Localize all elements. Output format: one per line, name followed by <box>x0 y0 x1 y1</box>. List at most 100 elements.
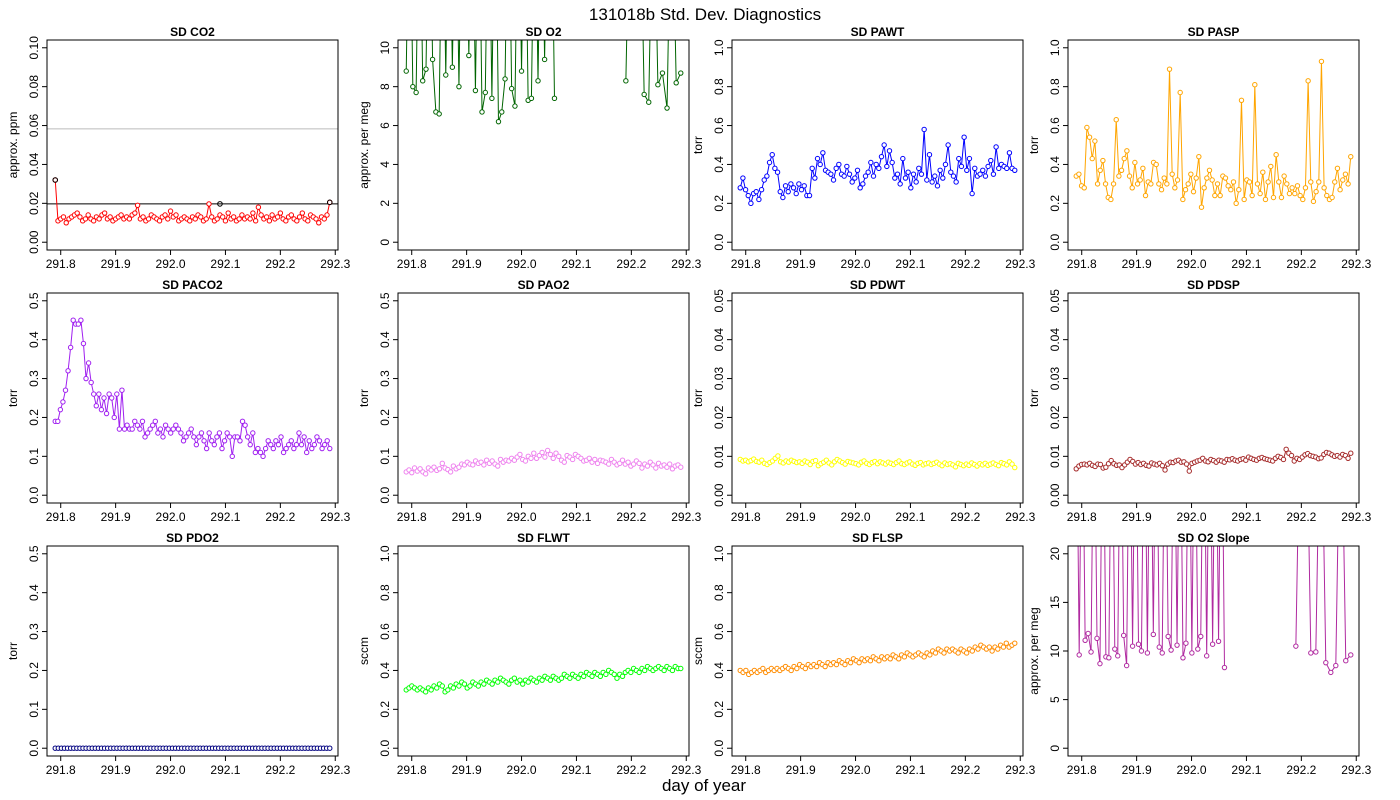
y-tick-label: 0.02 <box>27 191 41 215</box>
data-point <box>293 441 300 448</box>
data-point <box>865 169 871 175</box>
data-point <box>1204 175 1210 181</box>
data-point <box>111 414 117 421</box>
data-point <box>1329 194 1335 201</box>
data-point <box>489 681 495 687</box>
data-point <box>760 665 766 672</box>
data-point <box>1133 357 1137 361</box>
y-tick-label: 10 <box>1048 644 1062 658</box>
data-point <box>244 434 251 440</box>
data-point <box>867 658 874 664</box>
data-point <box>813 663 820 670</box>
data-point <box>801 183 807 189</box>
data-point <box>678 665 684 672</box>
data-point <box>1281 173 1287 179</box>
data-point <box>1121 155 1127 162</box>
panel-sd-pdo2: SD PDO2 torr 291.8 291.9 292.0 292.1 292.2 292.… <box>6 531 351 777</box>
panel-sd-o2: SD O2 approx. per meg 291.8 291.9 292.0 292.1… <box>357 25 702 271</box>
data-point <box>950 173 957 179</box>
data-point <box>1265 179 1271 185</box>
data-point <box>986 644 992 650</box>
data-point <box>1236 187 1242 193</box>
data-point <box>1183 461 1190 467</box>
data-point <box>116 426 123 432</box>
data-point <box>1086 134 1093 140</box>
data-point <box>227 434 233 440</box>
panel-sd-pdsp: SD PDSP torr 291.8 291.9 292.0 292.1 292.2 292.… <box>1027 278 1372 524</box>
plot-frame <box>397 545 690 757</box>
x-tick-label: 291.9 <box>101 510 131 524</box>
x-tick-label: 292.2 <box>265 763 295 777</box>
data-point <box>270 445 277 452</box>
data-point <box>1345 455 1351 461</box>
data-point <box>203 445 210 452</box>
data-point <box>147 426 153 432</box>
data-point <box>531 450 537 456</box>
data-point <box>1193 357 1197 361</box>
x-tick-label: 292.1 <box>210 257 240 271</box>
data-point <box>75 321 82 327</box>
data-point <box>1280 456 1287 463</box>
x-tick-label: 292.1 <box>895 257 925 271</box>
x-tick-label: 292.3 <box>320 257 350 271</box>
data-point <box>445 687 451 693</box>
data-point <box>758 187 765 193</box>
panel-title: SD PACO2 <box>162 278 223 292</box>
data-point <box>678 70 684 76</box>
data-point <box>306 438 312 444</box>
data-point <box>499 109 505 115</box>
data-point <box>847 659 854 666</box>
data-point <box>327 445 333 452</box>
data-point <box>1334 165 1341 172</box>
data-point <box>327 745 333 751</box>
x-tick-label: 292.0 <box>841 763 871 777</box>
data-point <box>239 212 245 218</box>
panel-sd-o2-slope: SD O2 Slope approx. per meg 291.8 291.9 292.… <box>1027 357 1372 777</box>
plot-frame <box>1067 292 1360 504</box>
data-point <box>321 441 328 448</box>
data-point <box>283 445 289 452</box>
data-point <box>586 455 592 461</box>
data-point <box>286 441 292 448</box>
data-point <box>539 449 545 456</box>
data-point <box>456 683 462 689</box>
x-tick-label: 292.2 <box>950 763 980 777</box>
data-point <box>269 212 275 218</box>
y-tick-label: 2 <box>378 200 392 207</box>
data-point <box>1196 153 1202 160</box>
data-point <box>1129 643 1136 649</box>
y-axis-label: torr <box>1027 389 1041 407</box>
data-point <box>1273 152 1279 158</box>
data-point <box>822 663 828 670</box>
data-point <box>60 214 67 220</box>
y-tick-label: 10 <box>378 41 392 55</box>
data-point <box>1126 173 1133 179</box>
x-tick-label: 292.2 <box>950 510 980 524</box>
data-point <box>918 171 925 177</box>
data-point <box>913 179 919 185</box>
data-point <box>420 78 426 84</box>
data-point <box>1198 633 1204 640</box>
data-point <box>589 673 595 679</box>
data-point <box>236 216 242 222</box>
data-point <box>101 210 108 216</box>
data-point <box>466 52 472 59</box>
data-point <box>511 675 518 681</box>
data-point <box>126 216 133 222</box>
data-point <box>1094 635 1100 642</box>
y-tick-label: 0.5 <box>27 545 41 562</box>
data-point <box>132 210 138 216</box>
data-point <box>1289 185 1295 191</box>
data-point <box>1187 357 1191 361</box>
y-tick-label: 0.4 <box>378 331 392 348</box>
data-point <box>1127 357 1131 361</box>
data-point <box>247 216 253 222</box>
x-tick-label: 292.1 <box>1231 763 1261 777</box>
data-point <box>57 406 64 413</box>
data-point <box>198 430 205 436</box>
data-point <box>929 179 935 185</box>
y-tick-label: 0.8 <box>712 584 726 601</box>
data-point <box>1088 649 1094 655</box>
data-point <box>1159 462 1166 469</box>
data-point <box>1144 650 1151 656</box>
